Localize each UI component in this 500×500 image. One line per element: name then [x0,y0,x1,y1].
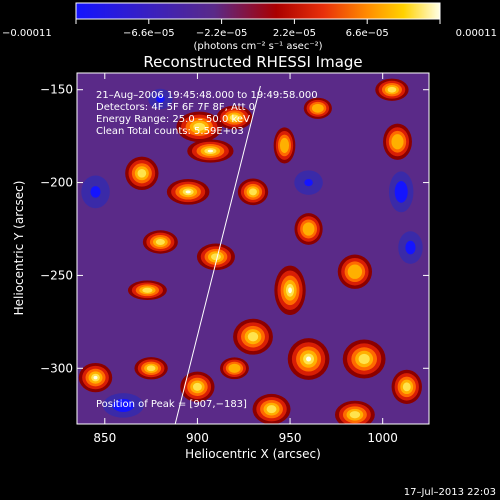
x-tick-label: 950 [279,431,302,445]
x-axis-label: Heliocentric X (arcsec) [185,447,321,461]
emission-contour [211,253,221,261]
emission-contour [93,375,98,380]
generation-timestamp: 17–Jul–2013 22:03 [404,487,496,498]
emission-contour [142,287,153,293]
negative-source [294,170,323,195]
emission-source [337,254,373,289]
colorbar-tick-label: −2.2e−05 [196,28,248,39]
emission-source [166,179,210,205]
emission-contour [306,356,312,362]
emission-contour [387,86,397,93]
x-tick-label: 1000 [367,431,398,445]
emission-contour [247,332,259,342]
emission-contour [279,137,290,154]
emission-source [274,265,306,316]
negative-core [304,178,313,187]
y-tick-label: −200 [40,176,73,190]
axis-ticks: 850 900 950 1000 −150 −200 −250 −300 [40,73,429,445]
info-detectors: Detectors: 4F 5F 6F 7F 8F, Att 0 [96,102,255,113]
map-emission [78,78,423,424]
colorbar-tick-label: 6.6e−05 [346,28,389,39]
emission-contour [207,149,214,153]
emission-source [220,357,249,380]
emission-source [187,139,234,163]
emission-source [252,393,291,424]
emission-source [125,156,159,191]
emission-contour [249,188,257,196]
negative-core [394,180,408,203]
emission-source [375,78,409,101]
emission-contour [155,238,165,246]
emission-contour [228,363,241,373]
colorbar-tick-label: −0.00011 [2,28,52,39]
peak-position-label: Position of Peak = [907,−183] [96,399,247,410]
emission-contour [349,411,361,419]
image-map [77,73,429,424]
emission-contour [229,114,240,121]
emission-contour [146,365,156,372]
negative-source [388,171,414,213]
negative-core [405,240,416,255]
emission-source [342,339,386,379]
plot-frame [76,72,430,425]
emission-source [287,338,330,380]
emission-source [127,280,167,301]
emission-source [383,123,412,160]
colorbar-gradient [75,2,441,20]
emission-contour [347,264,363,279]
colorbar-tick-label: 2.2e−05 [273,28,316,39]
emission-contour [302,222,315,236]
colorbar-ticks: −0.00011 −6.6e−05 −2.2e−05 2.2e−05 6.6e−05 0.… [2,19,497,39]
negative-source [102,393,144,418]
chart-title: Reconstructed RHESSI Image [143,53,362,71]
y-tick-label: −150 [40,83,73,97]
emission-source [216,105,253,130]
emission-contour [288,287,292,294]
negative-core [156,95,165,103]
emission-source [176,111,223,143]
emission-contour [185,190,191,194]
emission-contour [192,382,202,391]
emission-source [294,213,323,245]
emission-source [233,318,273,355]
negative-core [90,186,101,198]
info-energy-range: Energy Range: 25.0 – 50.0 keV [96,114,250,125]
observation-info: 21–Aug–2006 19:45:48.000 to 19:49:58.000… [96,90,318,410]
x-tick-label: 900 [186,431,209,445]
emission-source [134,357,168,380]
emission-contour [358,353,370,365]
colorbar-units: (photons cm⁻² s⁻¹ asec⁻²) [193,41,322,52]
negative-source [398,231,423,264]
colorbar-tick-label: 0.00011 [456,28,497,39]
emission-source [391,369,422,404]
emission-source [78,362,113,393]
x-tick-label: 850 [93,431,116,445]
solar-limb-line [174,85,261,424]
emission-contour [402,382,411,392]
negative-source [81,175,110,209]
emission-contour [391,134,404,150]
emission-source [237,178,269,206]
negative-source [148,88,173,110]
colorbar: −0.00011 −6.6e−05 −2.2e−05 2.2e−05 6.6e−05 0.… [2,2,497,52]
colorbar-tick-label: −6.6e−05 [123,28,175,39]
emission-source [180,371,215,403]
emission-source [303,97,332,119]
negative-core [112,398,135,412]
emission-contour [311,103,324,113]
info-total-counts: Clean Total counts: 5.59E+03 [96,126,244,137]
emission-source [334,400,375,424]
emission-contour [193,122,206,131]
info-time-range: 21–Aug–2006 19:45:48.000 to 19:49:58.000 [96,90,318,101]
emission-source [196,243,235,271]
emission-contour [266,405,277,414]
emission-source [142,230,178,254]
emission-source [273,127,296,164]
y-axis-label: Heliocentric Y (arcsec) [12,181,26,316]
y-tick-label: −300 [40,361,73,375]
emission-contour [137,168,147,178]
y-tick-label: −250 [40,268,73,282]
